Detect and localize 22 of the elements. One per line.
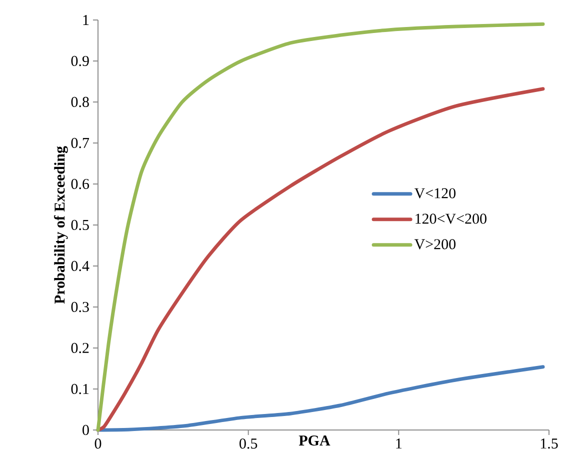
x-tick-label: 1.5 [540,438,558,449]
y-tick-label: 1 [83,15,89,25]
x-axis-title: PGA [298,436,330,446]
x-tick-label: 1 [396,438,402,448]
legend-label: 120<V<200 [416,214,486,224]
y-tick-label: 0.2 [71,342,89,354]
y-tick-label: 0 [82,424,89,436]
y-tick-label: 0.1 [71,384,89,394]
y-tick-label: 0.8 [71,96,89,108]
y-tick-label: 0.6 [71,178,90,190]
y-tick-label: 0.5 [71,220,89,230]
legend-label: V>200 [414,239,456,250]
y-tick-label: 0.9 [71,56,89,66]
y-axis-title: Probability of Exceeding [54,146,68,304]
y-tick-label: 0.3 [71,302,89,312]
line-series [96,87,545,432]
y-tick-label: 0.7 [71,138,90,148]
x-tick-label: 0 [94,438,102,449]
x-tick-label: 0.5 [240,438,258,449]
y-tick-label: 0.4 [71,260,90,272]
legend-label: V<120 [414,188,456,198]
line-series [96,22,545,432]
